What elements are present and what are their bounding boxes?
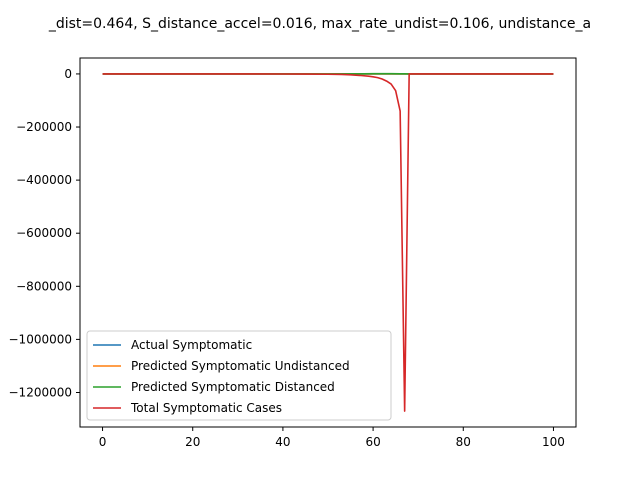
y-tick-label: −400000 (16, 173, 72, 187)
y-tick-label: −1200000 (9, 385, 73, 399)
y-tick-label: 0 (64, 67, 72, 81)
y-axis: 0 −200000 −400000 −600000 −800000 −1000000 −12… (9, 67, 80, 399)
legend-label: Predicted Symptomatic Distanced (131, 380, 335, 394)
x-tick-label: 40 (275, 435, 290, 449)
legend-label: Actual Symptomatic (131, 338, 252, 352)
x-axis: 0 20 40 60 80 100 (99, 427, 565, 449)
x-tick-label: 80 (456, 435, 471, 449)
x-tick-label: 100 (542, 435, 565, 449)
legend-label: Predicted Symptomatic Undistanced (131, 359, 350, 373)
series-layer (102, 72, 554, 412)
y-tick-label: −1000000 (9, 332, 73, 346)
series-line-4 (102, 73, 554, 412)
y-tick-label: −200000 (16, 120, 72, 134)
chart-title: _dist=0.464, S_distance_accel=0.016, max… (48, 16, 592, 32)
y-tick-label: −600000 (16, 226, 72, 240)
legend: Actual Symptomatic Predicted Symptomatic … (86, 330, 392, 421)
x-tick-label: 60 (365, 435, 380, 449)
plot-frame (79, 57, 577, 428)
x-tick-label: 0 (99, 435, 107, 449)
legend-label: Total Symptomatic Cases (130, 401, 282, 415)
x-tick-label: 20 (185, 435, 200, 449)
legend-box (86, 330, 392, 421)
y-tick-label: −800000 (16, 279, 72, 293)
